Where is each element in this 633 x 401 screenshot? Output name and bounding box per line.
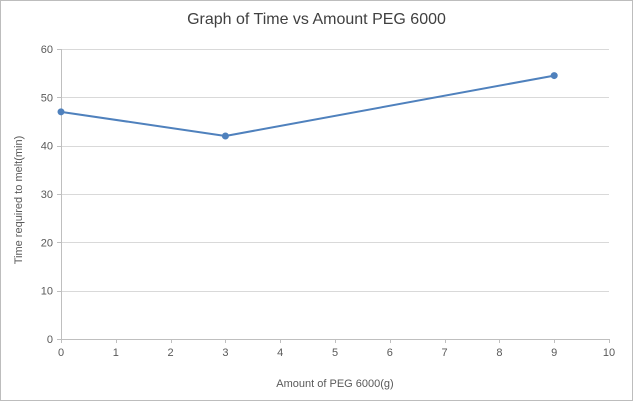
svg-text:6: 6	[387, 347, 393, 359]
svg-text:2: 2	[168, 347, 174, 359]
svg-text:8: 8	[496, 347, 502, 359]
x-axis-label: Amount of PEG 6000(g)	[276, 378, 394, 390]
svg-text:3: 3	[222, 347, 228, 359]
svg-text:7: 7	[442, 347, 448, 359]
tick-marks	[57, 49, 610, 343]
y-axis-label: Time required to melt(min)	[13, 135, 25, 265]
svg-text:1: 1	[113, 347, 119, 359]
data-point-markers	[57, 72, 558, 140]
svg-text:10: 10	[41, 286, 53, 298]
y-tick-labels: 0 10 20 30 40 50 60	[41, 44, 53, 346]
chart-title: Graph of Time vs Amount PEG 6000	[187, 11, 446, 28]
svg-text:0: 0	[58, 347, 64, 359]
svg-text:50: 50	[41, 92, 53, 104]
svg-text:20: 20	[41, 237, 53, 249]
data-series-line	[60, 74, 556, 137]
data-point	[550, 72, 558, 80]
svg-text:30: 30	[41, 189, 53, 201]
svg-text:4: 4	[277, 347, 283, 359]
svg-text:40: 40	[41, 141, 53, 153]
svg-text:9: 9	[551, 347, 557, 359]
x-tick-labels: 0 1 2 3 4 5 6 7 8 9 10	[58, 347, 615, 359]
data-point	[57, 108, 65, 116]
svg-text:60: 60	[41, 44, 53, 56]
data-point	[221, 132, 229, 140]
svg-text:0: 0	[47, 334, 53, 346]
gridlines	[61, 49, 609, 292]
svg-text:5: 5	[332, 347, 338, 359]
svg-text:10: 10	[603, 347, 615, 359]
